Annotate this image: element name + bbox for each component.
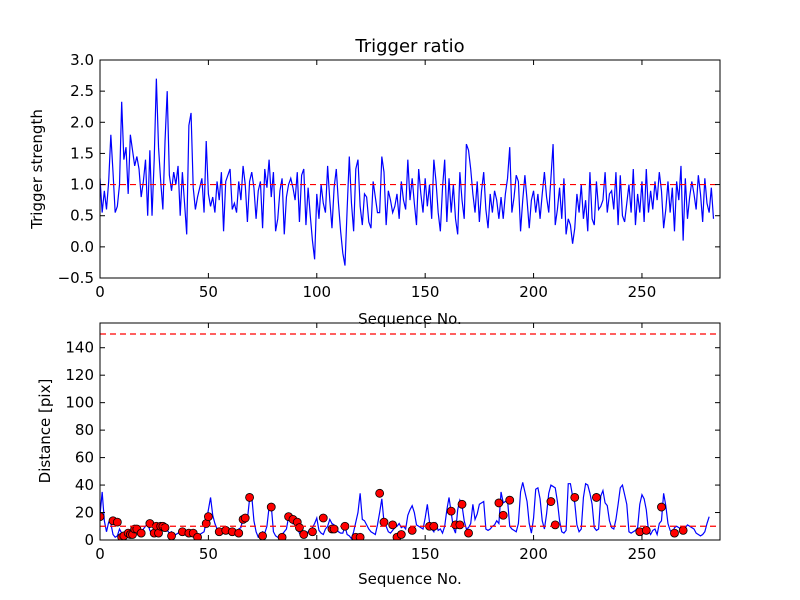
bottom-y-tick-label: 60 (75, 449, 94, 467)
bottom-subplot: 0 50 100 150 200 250 0 20 40 60 80 100 120 140 Sequen… (36, 322, 721, 588)
top-y-tick-label: 2.0 (70, 113, 94, 131)
bottom-plot-clip-group (100, 333, 720, 540)
top-plot-clip-group (100, 78, 720, 266)
bottom-y-tick-label: 20 (75, 504, 94, 522)
bottom-axes-frame (99, 322, 721, 541)
bottom-marker-point (234, 528, 244, 538)
bottom-marker-point (203, 512, 213, 522)
bottom-marker-point (464, 528, 473, 538)
bottom-y-tick-label: 120 (65, 366, 94, 384)
bottom-marker-point (379, 517, 389, 527)
bottom-x-tick-label: 150 (411, 545, 440, 563)
bottom-y-tick-label: 80 (75, 421, 94, 439)
bottom-x-tick-label: 200 (519, 545, 548, 563)
bottom-x-tick-label: 50 (199, 545, 218, 563)
top-y-tick-label: 1.5 (70, 144, 94, 162)
bottom-marker-point (396, 530, 406, 539)
bottom-marker-point (136, 528, 146, 538)
top-ticks: 0 50 100 150 200 250 −0.5 0.0 0.5 1.0 1.5 2.0 2.5 3.0 (58, 51, 720, 301)
bottom-marker-point (388, 520, 398, 530)
bottom-x-tick-label: 0 (95, 545, 105, 563)
top-x-tick-label: 150 (411, 283, 440, 301)
top-y-tick-label: 2.5 (70, 82, 94, 100)
bottom-marker-point (308, 527, 317, 537)
bottom-marker-point (240, 513, 250, 523)
bottom-marker-point (592, 493, 601, 502)
top-x-tick-label: 200 (519, 283, 548, 301)
bottom-marker-point (457, 499, 467, 509)
bottom-data-line (100, 482, 710, 540)
bottom-marker-point (505, 495, 515, 505)
bottom-y-tick-label: 100 (65, 394, 94, 412)
top-y-tick-label: 1.0 (70, 176, 94, 194)
bottom-marker-point (329, 524, 339, 534)
bottom-y-tick-label: 40 (75, 476, 94, 494)
bottom-y-tick-label: 0 (84, 531, 94, 549)
bottom-marker-point (112, 517, 122, 527)
bottom-marker-point (670, 528, 679, 538)
bottom-marker-point (375, 488, 385, 498)
bottom-marker-point (318, 513, 328, 523)
bottom-marker-point (193, 532, 202, 540)
bottom-x-tick-label: 250 (628, 545, 657, 563)
bottom-marker-point (494, 498, 504, 508)
bottom-marker-point (570, 493, 580, 502)
bottom-marker-point (550, 520, 560, 530)
bottom-marker-point (245, 493, 254, 502)
top-axes-frame (99, 59, 721, 279)
top-chart-title: Trigger ratio (354, 36, 464, 57)
bottom-marker-point (266, 502, 276, 512)
bottom-marker-point (678, 525, 688, 535)
bottom-marker-point (299, 530, 309, 539)
bottom-ticks: 0 50 100 150 200 250 0 20 40 60 80 100 120 140 (65, 323, 720, 563)
top-x-tick-label: 50 (199, 283, 218, 301)
bottom-marker-point (100, 512, 105, 522)
bottom-marker-point (446, 506, 456, 516)
top-x-tick-label: 0 (95, 283, 105, 301)
bottom-y-tick-label: 140 (65, 339, 94, 357)
bottom-marker-point (355, 532, 365, 540)
bottom-marker-point (455, 520, 465, 530)
bottom-marker-point (657, 502, 666, 512)
bottom-marker-point (167, 531, 176, 540)
bottom-marker-point (407, 525, 417, 535)
top-x-tick-label: 250 (628, 283, 657, 301)
top-y-tick-label: −0.5 (58, 269, 94, 287)
top-x-tick-label: 100 (302, 283, 331, 301)
top-y-tick-label: 0.0 (70, 238, 94, 256)
bottom-x-tick-label: 100 (302, 545, 331, 563)
top-y-axis-label: Trigger strength (28, 109, 46, 230)
bottom-marker-point (277, 532, 287, 540)
bottom-marker-point (295, 523, 304, 533)
bottom-marker-point (160, 523, 170, 533)
top-y-tick-label: 3.0 (70, 51, 94, 69)
bottom-marker-point (498, 510, 508, 520)
bottom-x-axis-label: Sequence No. (358, 570, 462, 588)
bottom-marker-point (641, 525, 651, 535)
bottom-marker-point (258, 531, 267, 540)
bottom-y-axis-label: Distance [pix] (36, 379, 54, 484)
top-x-axis-label: Sequence No. (358, 310, 462, 328)
top-y-tick-label: 0.5 (70, 207, 94, 225)
bottom-marker-point (546, 497, 556, 506)
